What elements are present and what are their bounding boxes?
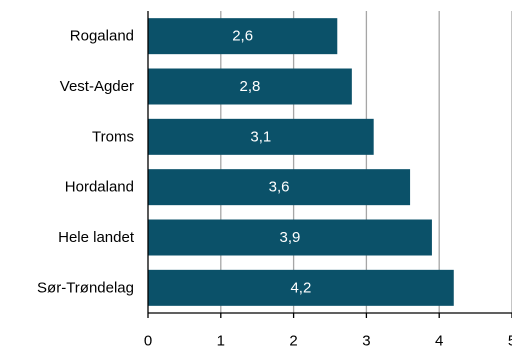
x-tick-label: 1 — [217, 333, 225, 349]
category-label: Sør-Trøndelag — [37, 279, 134, 296]
category-label: Vest-Agder — [60, 78, 134, 95]
bar — [148, 68, 352, 105]
bar — [148, 269, 454, 306]
bars — [148, 18, 454, 306]
category-label: Hordaland — [65, 179, 134, 196]
x-tick-label: 0 — [144, 333, 152, 349]
data-label: 3,6 — [269, 179, 290, 196]
grid-lines — [220, 11, 512, 313]
x-tick-label: 3 — [362, 333, 370, 349]
bar — [148, 169, 411, 206]
category-label: Rogaland — [70, 28, 134, 45]
category-label: Troms — [92, 128, 134, 145]
data-label: 2,6 — [232, 28, 253, 45]
bar — [148, 118, 374, 155]
bar — [148, 18, 338, 55]
data-label: 4,2 — [290, 279, 311, 296]
bar — [148, 219, 432, 256]
data-labels: 2,6 2,8 3,1 3,6 3,9 4,2 — [232, 28, 311, 297]
data-label: 2,8 — [239, 78, 260, 95]
category-label: Hele landet — [58, 229, 135, 246]
axes — [147, 11, 512, 318]
x-tick-label: 2 — [289, 333, 297, 349]
data-label: 3,9 — [280, 229, 301, 246]
x-tick-label: 5 — [508, 333, 512, 349]
data-label: 3,1 — [250, 128, 271, 145]
x-tick-label: 4 — [435, 333, 443, 349]
x-tick-labels: 0 1 2 3 4 5 — [144, 333, 512, 349]
category-labels: Rogaland Vest-Agder Troms Hordaland Hele lan… — [37, 28, 135, 297]
